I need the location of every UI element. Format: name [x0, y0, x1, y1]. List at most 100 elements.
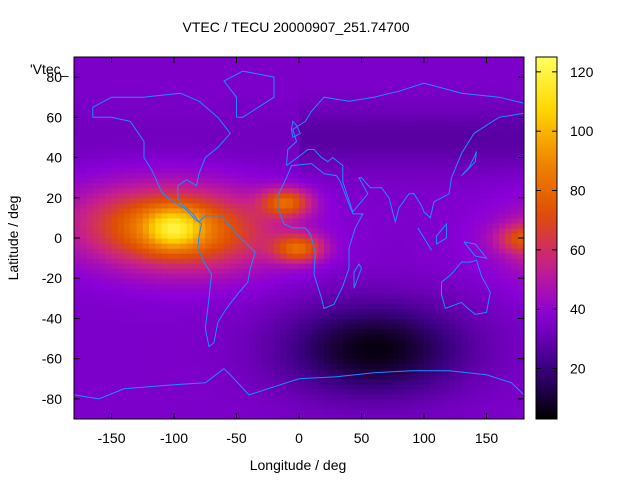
heatmap-cell: [205, 323, 213, 330]
heatmap-cell: [374, 298, 381, 304]
heatmap-cell: [274, 87, 281, 93]
heatmap-cell: [336, 383, 344, 390]
heatmap-cell: [161, 248, 169, 254]
heatmap-cell: [261, 383, 269, 390]
heatmap-cell: [192, 202, 200, 209]
heatmap-cell: [417, 97, 425, 103]
heatmap-cell: [136, 102, 144, 108]
heatmap-cell: [311, 102, 319, 108]
heatmap-cell: [230, 187, 238, 194]
heatmap-cell: [436, 207, 444, 214]
heatmap-cell: [161, 318, 169, 325]
heatmap-cell: [492, 117, 500, 123]
heatmap-cell: [274, 368, 281, 375]
heatmap-cell: [430, 162, 438, 169]
heatmap-cell: [361, 268, 369, 274]
heatmap-cell: [430, 368, 438, 375]
heatmap-cell: [292, 343, 300, 350]
heatmap-cell: [186, 77, 194, 83]
heatmap-cell: [442, 62, 450, 68]
heatmap-cell: [261, 293, 269, 299]
heatmap-cell: [342, 67, 350, 73]
heatmap-cell: [149, 298, 156, 304]
heatmap-cell: [186, 92, 194, 98]
heatmap-cell: [280, 258, 288, 264]
heatmap-cell: [242, 263, 250, 269]
heatmap-cell: [130, 313, 138, 320]
heatmap-cell: [255, 182, 263, 189]
heatmap-cell: [317, 373, 325, 380]
heatmap-cell: [286, 127, 294, 134]
heatmap-cell: [117, 258, 125, 264]
heatmap-cell: [436, 328, 444, 335]
heatmap-cell: [111, 253, 119, 259]
heatmap-cell: [249, 403, 256, 410]
heatmap-cell: [167, 293, 175, 299]
heatmap-cell: [367, 263, 375, 269]
heatmap-cell: [386, 222, 394, 229]
heatmap-cell: [467, 132, 475, 139]
heatmap-cell: [280, 157, 288, 164]
heatmap-cell: [249, 268, 256, 274]
heatmap-cell: [436, 72, 444, 78]
heatmap-cell: [286, 172, 294, 179]
heatmap-cell: [336, 107, 344, 113]
heatmap-cell: [149, 212, 156, 219]
heatmap-cell: [461, 82, 469, 88]
heatmap-cell: [205, 363, 213, 370]
heatmap-cell: [499, 67, 506, 73]
heatmap-cell: [442, 273, 450, 279]
heatmap-cell: [342, 318, 350, 325]
heatmap-cell: [280, 207, 288, 214]
heatmap-cell: [286, 288, 294, 294]
heatmap-cell: [149, 142, 156, 149]
heatmap-cell: [380, 303, 388, 309]
heatmap-cell: [155, 368, 163, 375]
heatmap-cell: [436, 263, 444, 269]
heatmap-cell: [74, 333, 81, 340]
heatmap-cell: [424, 97, 431, 103]
heatmap-cell: [461, 263, 469, 269]
heatmap-cell: [242, 368, 250, 375]
heatmap-cell: [355, 187, 363, 194]
heatmap-cell: [374, 182, 381, 189]
heatmap-cell: [205, 182, 213, 189]
heatmap-cell: [349, 403, 356, 410]
heatmap-cell: [405, 142, 413, 149]
heatmap-cell: [424, 227, 431, 234]
heatmap-cell: [430, 298, 438, 304]
heatmap-cell: [249, 177, 256, 184]
heatmap-cell: [405, 97, 413, 103]
heatmap-cell: [292, 107, 300, 113]
heatmap-cell: [149, 343, 156, 350]
heatmap-cell: [424, 172, 431, 179]
heatmap-cell: [161, 388, 169, 395]
heatmap-cell: [155, 378, 163, 385]
heatmap-cell: [367, 388, 375, 395]
heatmap-cell: [374, 147, 381, 154]
heatmap-cell: [399, 288, 406, 294]
heatmap-cell: [461, 368, 469, 375]
heatmap-cell: [305, 82, 313, 88]
heatmap-cell: [474, 288, 481, 294]
heatmap-cell: [317, 378, 325, 385]
heatmap-cell: [236, 293, 244, 299]
heatmap-cell: [249, 383, 256, 390]
heatmap-cell: [92, 393, 100, 400]
heatmap-cell: [205, 202, 213, 209]
heatmap-cell: [136, 253, 144, 259]
heatmap-cell: [474, 77, 481, 83]
heatmap-cell: [224, 373, 231, 380]
heatmap-cell: [461, 132, 469, 139]
heatmap-cell: [467, 212, 475, 219]
heatmap-cell: [249, 67, 256, 73]
heatmap-cell: [99, 398, 106, 405]
heatmap-cell: [224, 283, 231, 289]
heatmap-cell: [455, 333, 463, 340]
heatmap-cell: [499, 278, 506, 284]
heatmap-cell: [217, 288, 225, 294]
heatmap-cell: [455, 328, 463, 335]
heatmap-cell: [242, 197, 250, 204]
heatmap-cell: [386, 57, 394, 63]
heatmap-cell: [417, 358, 425, 365]
